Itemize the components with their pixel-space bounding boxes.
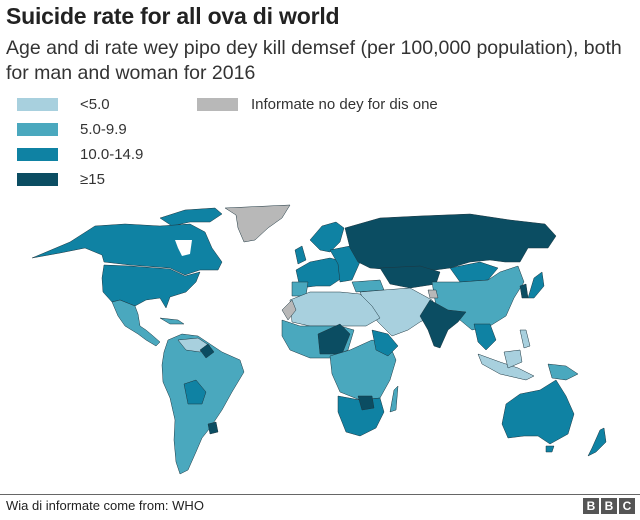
region-usa xyxy=(101,264,201,309)
region-russia xyxy=(344,213,557,273)
bbc-logo-letter: B xyxy=(583,498,599,514)
world-map xyxy=(31,204,607,475)
region-zimbabwe xyxy=(357,395,375,411)
legend-swatch xyxy=(197,98,238,111)
region-india xyxy=(419,299,467,349)
region-mongolia xyxy=(449,261,499,283)
legend-item-10-15: 10.0-14.9 xyxy=(17,146,143,163)
region-australia xyxy=(501,379,575,445)
legend-swatch xyxy=(17,173,58,186)
region-caribbean xyxy=(159,317,185,325)
region-borneo xyxy=(503,349,523,369)
source-note: Wia di informate come from: WHO xyxy=(6,498,204,513)
region-philippines xyxy=(519,329,531,349)
legend-label: ≥15 xyxy=(80,171,105,188)
region-uruguay xyxy=(207,421,219,435)
region-guyana xyxy=(199,343,215,359)
legend-label: 5.0-9.9 xyxy=(80,121,127,138)
region-canada xyxy=(31,223,223,276)
region-kazakhstan xyxy=(379,265,441,289)
region-tasmania xyxy=(545,445,555,453)
region-east-africa xyxy=(371,329,399,357)
region-north-africa xyxy=(289,291,381,327)
chart-title: Suicide rate for all ova di world xyxy=(6,3,340,29)
region-mexico xyxy=(111,299,161,347)
legend-label: 10.0-14.9 xyxy=(80,146,144,163)
legend-swatch xyxy=(17,98,58,111)
region-indonesia xyxy=(477,353,535,381)
legend-label: Informate no dey for dis one xyxy=(251,96,438,113)
legend-item-5-10: 5.0-9.9 xyxy=(17,121,127,138)
region-greenland xyxy=(224,204,291,243)
region-kashmir xyxy=(427,289,439,299)
region-south-america xyxy=(161,333,245,475)
region-korea xyxy=(519,283,529,299)
region-nigeria-chad xyxy=(317,323,351,355)
legend-label: <5.0 xyxy=(80,96,110,113)
bbc-logo: B B C xyxy=(583,498,635,514)
bbc-logo-letter: B xyxy=(601,498,617,514)
legend-swatch xyxy=(17,148,58,161)
region-se-asia xyxy=(473,323,497,351)
region-hudson-bay xyxy=(175,240,192,256)
region-scandinavia xyxy=(309,221,345,253)
region-madagascar xyxy=(389,385,399,413)
legend-item-gte15: ≥15 xyxy=(17,171,105,188)
region-western-sahara xyxy=(281,299,297,321)
region-new-zealand xyxy=(587,427,607,457)
region-arctic-islands xyxy=(159,207,223,227)
chart-subtitle: Age and di rate wey pipo dey kill demsef… xyxy=(6,37,622,84)
legend-swatch xyxy=(17,123,58,136)
legend-item-lt5: <5.0 xyxy=(17,96,110,113)
footer-divider xyxy=(0,494,640,495)
region-uk xyxy=(294,245,307,265)
bbc-logo-letter: C xyxy=(619,498,635,514)
region-papua xyxy=(547,363,579,381)
region-bolivia xyxy=(183,379,207,405)
legend-item-no-data: Informate no dey for dis one xyxy=(197,96,438,113)
region-japan xyxy=(527,271,545,299)
region-central-africa xyxy=(329,339,397,401)
